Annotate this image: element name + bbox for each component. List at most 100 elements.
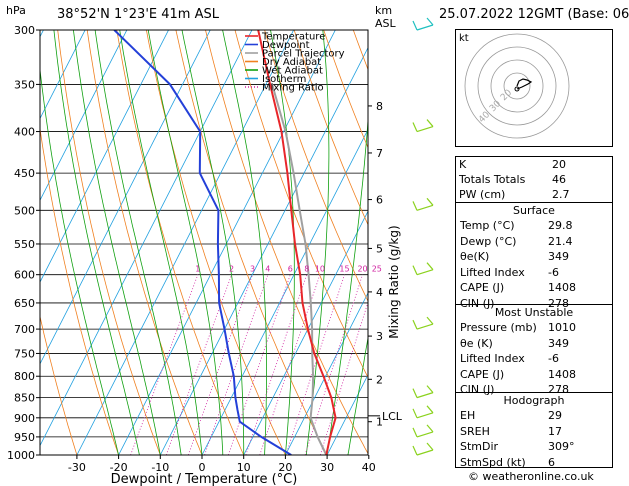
mixing-ratio-label: 1 [195,265,200,274]
wind-barb [416,269,434,276]
pressure-axis: 300 350 400 450 500 550 600 650 700 750 800 850 900 9… [7,24,40,462]
wind-barb [416,449,434,456]
mixing-ratio-labels: 1 2 3 4 6 8 10 15 20 25 [195,265,382,274]
wind-barb-flag [426,197,434,206]
hodograph-stats-title: Hodograph [503,394,565,407]
pressure-tick-label: 700 [14,323,35,336]
legend-label: Dewpoint [262,40,310,51]
pressure-tick-label: 900 [14,412,35,425]
wet-adiabat-line [347,335,368,455]
surface-row: Dewp (°C) 21.4 [456,233,612,250]
dry-adiabat-line [613,18,629,455]
wind-barb-flag [412,427,418,438]
temperature-axis: -30 -20 -10 0 10 20 30 40 [68,455,376,474]
mixing-ratio-line [245,274,308,455]
wind-barb-flag [426,262,434,271]
hodograph-frame [455,29,613,147]
isotherm-line [40,30,128,202]
legend-label: Parcel Trajectory [262,49,345,60]
km-tick-label: 4 [376,286,383,299]
pressure-tick-label: 850 [14,392,35,405]
chart-curves [113,30,337,455]
temperature-tick-label: 40 [362,461,376,474]
pressure-tick-label: 1000 [7,449,35,462]
wet-adiabat-line [369,18,453,455]
dry-adiabat-line [86,30,203,455]
wind-barb-flag [412,122,418,132]
isotherm-line [40,30,169,283]
isotherm-line [40,30,86,120]
hodograph-row: SREH 17 [456,423,612,440]
wind-barb-flag [412,319,418,330]
isotherm-line [159,46,368,455]
footer-credit[interactable]: © weatheronline.co.uk [468,470,594,483]
wind-barb [416,24,434,31]
wind-barbs [412,17,434,456]
hodograph-row: StmDir 309° [456,439,612,455]
mixing-ratio-line [304,274,363,455]
dry-adiabat-line [234,30,368,379]
surface-row: Temp (°C) 29.8 [456,218,612,234]
mixing-ratio-label: 3 [250,265,255,274]
dry-adiabat-line [323,30,368,149]
wet-adiabat-line [119,30,203,455]
wind-barb [416,431,434,438]
isotherm-line [326,373,368,455]
wind-barb [416,204,434,211]
indices-table: K 20 Totals Totals 46 PW (cm) 2.7 [455,157,613,202]
most-unstable-row: Lifted Index -6 [456,351,612,367]
wind-barb-flag [426,405,434,414]
chart-grid [0,18,629,455]
mixing-ratio-label: 8 [304,265,309,274]
pressure-tick-label: 650 [14,297,35,310]
wind-barb-flag [412,445,418,456]
temperature-tick-label: -30 [68,461,86,474]
isotherm-line [285,292,368,455]
pressure-tick-label: 450 [14,167,35,180]
surface-row: CAPE (J) 1408 [456,280,612,296]
pressure-tick-label: 500 [14,204,35,217]
pressure-tick-label: 550 [14,238,35,251]
hodograph-row: EH 29 [456,408,612,424]
mixing-ratio-label: 10 [315,265,325,274]
datetime-title: 25.07.2022 12GMT (Base: 06) [439,7,629,22]
mixing-ratio-label: 2 [229,265,234,274]
km-tick-label: 6 [376,194,383,207]
dry-adiabat-line [40,126,119,455]
mixing-ratio-label: 4 [265,265,270,274]
dry-adiabat-line [293,30,368,226]
km-tick-label: 7 [376,147,383,160]
mixing-ratio-line [130,274,199,455]
legend-label: Isotherm [262,74,306,85]
legend-label: Dry Adiabat [262,57,321,68]
legend-label: Temperature [261,32,325,43]
mixing-ratio-line [285,274,345,455]
km-tick-label: 5 [376,242,383,255]
plot-frame [39,29,369,456]
dry-adiabat-line [116,30,245,455]
wind-barb [416,392,434,399]
wet-adiabat-line [40,66,119,455]
pressure-tick-label: 350 [14,78,35,91]
legend-label: Wet Adiabat [262,66,323,77]
isotherm-line [0,18,8,455]
surface-box: Surface Temp (°C) 29.8 Dewp (°C) 21.4 θe(K… [455,202,613,310]
wet-adiabat-line [181,30,245,455]
index-row-pw: PW (cm) 2.7 [459,188,570,201]
km-tick-label: 3 [376,330,383,343]
surface-row: θe(K) 349 [456,249,612,265]
km-unit-label: km [375,4,392,17]
dry-adiabat-line [40,314,78,455]
mixing-ratio-line [259,274,321,455]
wind-barb-flag [412,265,418,275]
dry-adiabat-line [57,30,161,455]
hodograph-stats-box: Hodograph EH 29 SREH 17 StmDir 309° StmSpd … [455,392,613,469]
wind-barb-flag [412,408,418,419]
wind-barb [416,412,434,419]
hodograph-unit-label: kt [459,33,469,44]
mixing-ratio-line [187,274,253,455]
most-unstable-title: Most Unstable [494,306,574,319]
altitude-axis: 8 7 6 5 4 3 2 1 LCL [368,100,403,429]
mixing-ratio-axis-title: Mixing Ratio (g/kg) [387,225,401,338]
